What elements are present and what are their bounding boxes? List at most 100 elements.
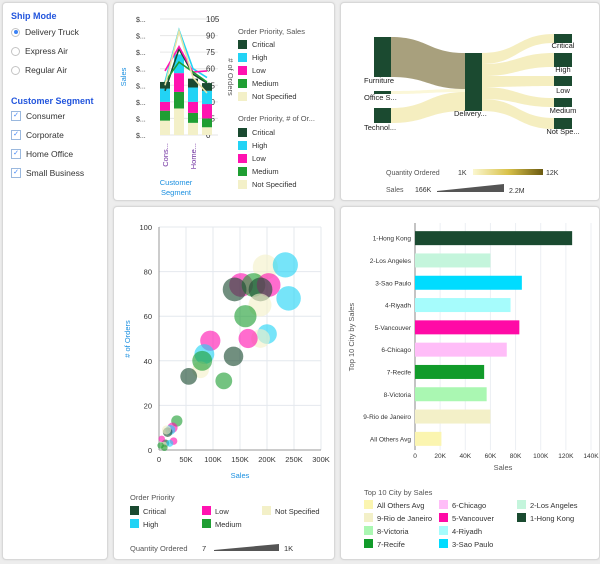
bar-segment-home-office-high xyxy=(188,87,198,102)
legend-swatch-7-recife xyxy=(364,539,373,548)
legend-swatch xyxy=(238,128,247,137)
stacked-bar-panel: $...105$...90$...75$...60$...45$...30$..… xyxy=(113,2,335,201)
size-legend-title: Quantity Ordered xyxy=(130,544,188,553)
segment-option-small-business[interactable]: ✓ Small Business xyxy=(11,166,84,180)
legend-label-8-victoria: 8-Victoria xyxy=(377,527,409,536)
legend-color-title: Quantity Ordered xyxy=(386,170,440,177)
y-tick-label: $... xyxy=(136,34,146,41)
legend-item-orders-not-specified[interactable]: Not Specified xyxy=(238,180,297,189)
legend-label: Medium xyxy=(252,79,279,88)
y-tick-label: $... xyxy=(136,17,146,24)
option-label: Small Business xyxy=(26,168,85,178)
sankey-node-label: Low xyxy=(556,86,570,95)
ship-mode-option-express-air[interactable]: Express Air xyxy=(11,44,68,58)
radio-selected-icon[interactable] xyxy=(11,27,20,37)
x-tick-label: 60K xyxy=(485,453,497,460)
legend-swatch xyxy=(238,167,247,176)
legend-label: Not Specified xyxy=(252,180,297,189)
sankey-node-label: Medium xyxy=(550,106,577,115)
bar-4-riyadh xyxy=(415,298,511,313)
radio-icon[interactable] xyxy=(11,46,20,56)
x-tick-label: Home... xyxy=(189,143,198,169)
legend-size-max: 2.2M xyxy=(509,188,525,195)
option-label: Consumer xyxy=(26,111,66,121)
y2-tick-label: 75 xyxy=(206,48,215,57)
legend-size-title: Sales xyxy=(386,187,404,194)
sankey-node-furniture xyxy=(374,37,391,77)
sankey-link-to-medium xyxy=(482,87,554,107)
legend-label-2-los-angeles: 2-Los Angeles xyxy=(530,501,578,510)
sankey-link-technol xyxy=(391,92,465,123)
y2-tick-label: 105 xyxy=(206,15,220,24)
y-tick-label: 40 xyxy=(144,357,152,366)
bar-segment-consumer-high xyxy=(160,88,170,102)
legend-label-7-recife: 7-Recife xyxy=(377,540,405,549)
legend-item-orders-low[interactable]: Low xyxy=(238,154,266,163)
x-axis-title: Sales xyxy=(231,471,250,480)
checkbox-checked-icon[interactable]: ✓ xyxy=(11,168,21,178)
legend-item-sales-critical[interactable]: Critical xyxy=(238,40,275,49)
x-tick-label: 300K xyxy=(312,455,330,464)
bar-segment-small-business-not-specified xyxy=(202,127,212,135)
x-axis-title: Customer xyxy=(160,178,193,187)
bubble-high-2 xyxy=(276,286,301,311)
legend-color-min: 1K xyxy=(458,170,467,177)
bar-segment-home-office-not-specified xyxy=(188,122,198,135)
sankey-chart[interactable]: Furniture Office S... Technol... Delivery..… xyxy=(341,3,599,200)
legend-label-3-sao-paulo: 3-Sao Paulo xyxy=(452,540,493,549)
segment-option-home-office[interactable]: ✓ Home Office xyxy=(11,147,73,161)
customer-segment-title: Customer Segment xyxy=(11,96,94,106)
legend-item-orders-medium[interactable]: Medium xyxy=(238,167,279,176)
segment-option-corporate[interactable]: ✓ Corporate xyxy=(11,128,64,142)
legend-item-sales-low[interactable]: Low xyxy=(238,66,266,75)
filter-panel: Ship Mode Delivery Truck Express Air Reg… xyxy=(2,2,108,560)
bubble-not-specified-0 xyxy=(252,254,278,280)
legend-label-low: Low xyxy=(215,507,229,516)
ship-mode-option-regular-air[interactable]: Regular Air xyxy=(11,63,67,77)
legend-label-5-vancouver: 5-Vancouver xyxy=(452,514,494,523)
checkbox-checked-icon[interactable]: ✓ xyxy=(11,111,21,121)
y-tick-label: $... xyxy=(136,83,146,90)
x-tick-label: 140K xyxy=(583,453,599,460)
top-cities-bar-chart[interactable]: 0 20K 40K 60K 80K 100K 120K 140K 1-Hong Kong 2-Lo… xyxy=(341,207,599,559)
y-axis-title: Top 10 City by Sales xyxy=(347,303,356,372)
bar-5-vancouver xyxy=(415,320,520,335)
bubble-critical-6 xyxy=(222,277,247,302)
bar-1-hong-kong xyxy=(415,231,573,246)
legend-item-sales-high[interactable]: High xyxy=(238,53,267,62)
bar-7-recife xyxy=(415,364,485,379)
legend-item-sales-medium[interactable]: Medium xyxy=(238,79,279,88)
option-label: Delivery Truck xyxy=(25,27,79,37)
radio-icon[interactable] xyxy=(11,65,20,75)
legend-label-high: High xyxy=(143,520,158,529)
legend-swatch-1-hong-kong xyxy=(517,513,526,522)
checkbox-checked-icon[interactable]: ✓ xyxy=(11,149,21,159)
legend-item-orders-high[interactable]: High xyxy=(238,141,267,150)
legend-swatch xyxy=(238,154,247,163)
checkbox-checked-icon[interactable]: ✓ xyxy=(11,130,21,140)
bar-segment-home-office-low xyxy=(188,101,198,113)
x-tick-label: Cons... xyxy=(161,143,170,167)
segment-option-consumer[interactable]: ✓ Consumer xyxy=(11,109,65,123)
stacked-bar-chart[interactable]: $...105$...90$...75$...60$...45$...30$..… xyxy=(114,3,334,200)
legend-label: Low xyxy=(252,154,266,163)
legend-item-orders-critical[interactable]: Critical xyxy=(238,128,275,137)
legend-color-ramp xyxy=(473,169,543,175)
legend-swatch-critical xyxy=(130,506,139,515)
bar-segment-home-office-critical xyxy=(188,78,198,88)
sankey-node-label: Furniture xyxy=(364,76,394,85)
legend-swatch xyxy=(238,79,247,88)
bubble-chart[interactable]: 0 50K 100K 150K 200K 250K 300K 0 20 40 60 80 100 Sale… xyxy=(114,207,334,559)
legend-title: Order Priority xyxy=(130,493,175,502)
legend-swatch-3-sao-paulo xyxy=(439,539,448,548)
legend-swatch xyxy=(238,66,247,75)
bar-segment-small-business-high xyxy=(202,90,212,105)
x-tick-label: 250K xyxy=(285,455,303,464)
sankey-node-label: Delivery... xyxy=(454,109,487,118)
legend-swatch-low xyxy=(202,506,211,515)
legend-item-sales-not-specified[interactable]: Not Specified xyxy=(238,92,297,101)
bubble-medium-17 xyxy=(192,350,213,371)
ship-mode-option-delivery-truck[interactable]: Delivery Truck xyxy=(11,25,79,39)
legend-swatch-all-others-avg xyxy=(364,500,373,509)
bar-3-sao-paulo xyxy=(415,275,522,290)
